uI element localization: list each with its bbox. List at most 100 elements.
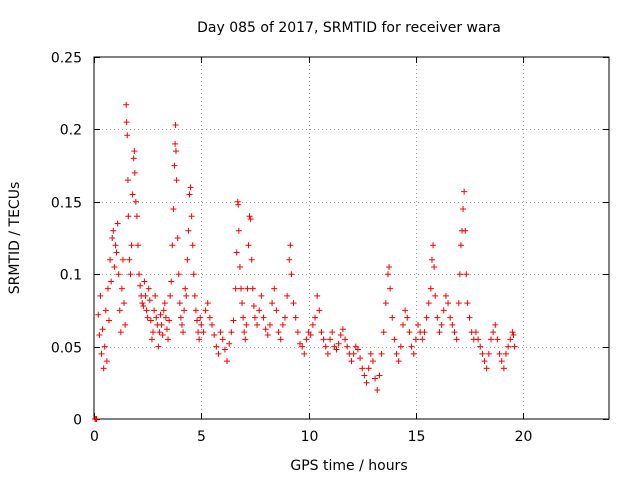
data-point xyxy=(442,292,449,299)
y-tick-label: 0.2 xyxy=(60,123,82,139)
data-point xyxy=(337,332,344,339)
data-point xyxy=(262,326,269,333)
data-point xyxy=(314,292,321,299)
data-point xyxy=(153,314,160,321)
data-point xyxy=(104,285,111,292)
data-point xyxy=(186,191,193,198)
data-point xyxy=(318,329,325,336)
data-point xyxy=(307,332,314,339)
data-point xyxy=(230,317,237,324)
data-point xyxy=(241,329,248,336)
data-point xyxy=(95,311,102,318)
x-axis-label: GPS time / hours xyxy=(290,458,407,474)
data-point xyxy=(159,332,166,339)
data-point xyxy=(438,321,445,328)
data-point xyxy=(236,263,243,270)
data-point xyxy=(109,235,116,241)
data-point xyxy=(333,346,340,353)
data-point xyxy=(141,278,148,285)
data-point xyxy=(111,263,118,270)
data-point xyxy=(121,300,128,307)
data-point xyxy=(428,256,435,263)
data-point xyxy=(116,307,123,314)
data-point xyxy=(170,206,177,213)
data-point xyxy=(102,307,109,314)
data-point xyxy=(130,155,137,162)
data-point xyxy=(240,314,247,321)
x-tick-label: 10 xyxy=(301,429,319,445)
data-point xyxy=(329,329,336,336)
data-point xyxy=(380,329,387,336)
data-point xyxy=(312,314,319,321)
data-point xyxy=(100,365,107,372)
data-point xyxy=(247,216,254,223)
data-point xyxy=(427,285,434,292)
data-point xyxy=(492,321,499,328)
data-point xyxy=(161,300,168,307)
data-point xyxy=(157,311,164,318)
chart-title: Day 085 of 2017, SRMTID for receiver war… xyxy=(197,20,501,36)
data-point xyxy=(126,256,133,263)
data-point xyxy=(110,227,117,234)
data-point xyxy=(419,336,426,343)
data-point xyxy=(256,307,263,314)
data-point xyxy=(171,162,178,169)
data-point xyxy=(487,336,494,343)
data-point xyxy=(245,242,252,249)
data-point xyxy=(249,285,256,292)
data-point xyxy=(197,314,204,321)
data-point xyxy=(271,285,278,292)
x-tick-label: 20 xyxy=(515,429,533,445)
data-point xyxy=(410,350,417,357)
data-point xyxy=(292,314,299,321)
data-point xyxy=(158,321,165,328)
data-point xyxy=(464,300,471,307)
data-point xyxy=(103,358,110,365)
data-point xyxy=(189,242,196,249)
data-point xyxy=(342,336,349,343)
data-point xyxy=(494,336,501,343)
data-point xyxy=(400,321,406,328)
data-point xyxy=(137,282,144,289)
data-point xyxy=(344,343,351,350)
data-point xyxy=(425,300,432,307)
data-point xyxy=(456,271,463,278)
data-point xyxy=(228,329,235,336)
data-point xyxy=(106,317,113,324)
data-point xyxy=(436,329,443,336)
data-point xyxy=(211,332,218,339)
data-point xyxy=(434,314,441,321)
data-point xyxy=(498,358,505,365)
data-point xyxy=(177,314,184,321)
data-point xyxy=(246,213,253,220)
data-point xyxy=(96,332,103,339)
data-point xyxy=(148,336,155,343)
data-point xyxy=(97,292,104,299)
data-point xyxy=(156,329,163,336)
data-point xyxy=(125,213,132,220)
data-point xyxy=(122,321,129,328)
y-tick-label: 0.1 xyxy=(60,268,82,284)
y-tick-label: 0.25 xyxy=(51,51,82,67)
data-point xyxy=(188,213,195,220)
y-tick-label: 0.15 xyxy=(51,196,82,212)
data-point xyxy=(150,329,157,336)
data-point xyxy=(124,132,131,139)
data-point xyxy=(483,365,490,372)
data-point xyxy=(327,336,334,343)
data-point xyxy=(215,350,222,357)
data-point xyxy=(463,271,470,278)
data-point xyxy=(219,336,226,343)
data-point xyxy=(303,336,310,343)
data-point xyxy=(412,336,419,343)
data-point xyxy=(182,285,189,292)
data-point xyxy=(447,314,454,321)
data-point xyxy=(348,358,355,365)
data-point xyxy=(123,119,130,126)
data-point xyxy=(397,343,404,350)
data-point xyxy=(191,292,198,299)
data-point xyxy=(455,300,462,307)
data-point xyxy=(166,317,173,324)
data-point xyxy=(290,300,297,307)
data-point xyxy=(309,321,316,328)
